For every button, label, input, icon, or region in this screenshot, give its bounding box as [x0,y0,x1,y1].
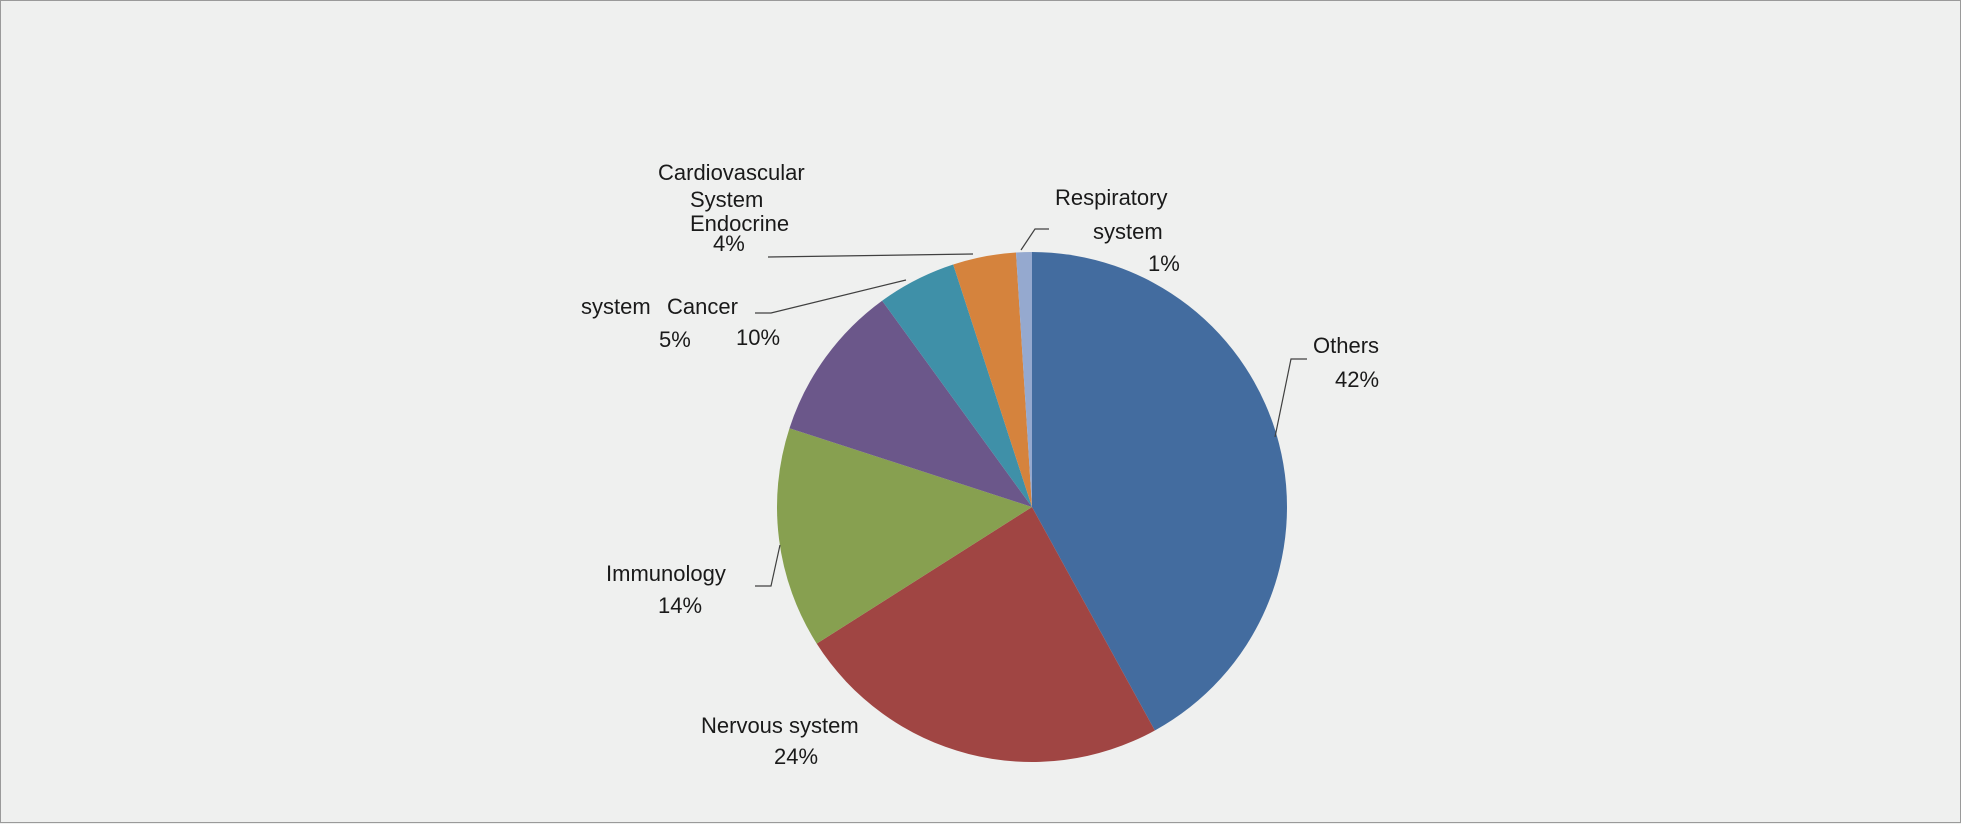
label-cardio-pct: 4% [713,231,745,256]
pie-slices [776,252,1288,763]
label-cancer-pct: 10% [736,325,780,350]
pie-slice-respiratory-system [1015,252,1032,507]
pie-slice-endocrine-system [882,264,1032,507]
leader-line-others [1274,358,1307,438]
label-cardio-name: Cardiovascular [658,160,805,185]
label-others-name: Others [1313,333,1379,358]
label-immunology-name: Immunology [606,561,726,586]
label-nervous-pct: 24% [774,744,818,769]
slice-labels: Others 42% Nervous system 24% Immunology… [581,160,1379,769]
label-cancer-name: Cancer [667,294,738,319]
label-endocrine-system: system [581,294,651,319]
label-respiratory-pct: 1% [1148,251,1180,276]
pie-slice-nervous-system [816,507,1155,763]
label-endocrine-pct: 5% [659,327,691,352]
label-respiratory-system: system [1093,219,1163,244]
leader-line-immunology [755,544,781,587]
leader-line-cancer [755,279,907,314]
leader-lines [755,228,1307,587]
leader-line-respiratory [1020,228,1049,251]
pie-slice-cancer [789,300,1032,507]
label-respiratory-name: Respiratory [1055,185,1167,210]
leader-line-cardiovascular [767,253,974,258]
label-endocrine-name: Endocrine [690,211,789,236]
label-cardio-system: System [690,187,763,212]
pie-slice-immunology [776,428,1032,644]
pie-slice-others [1032,252,1288,731]
pie-slice-cardiovascular-system [953,252,1032,507]
label-immunology-pct: 14% [658,593,702,618]
label-nervous-name: Nervous system [701,713,859,738]
label-others-pct: 42% [1335,367,1379,392]
